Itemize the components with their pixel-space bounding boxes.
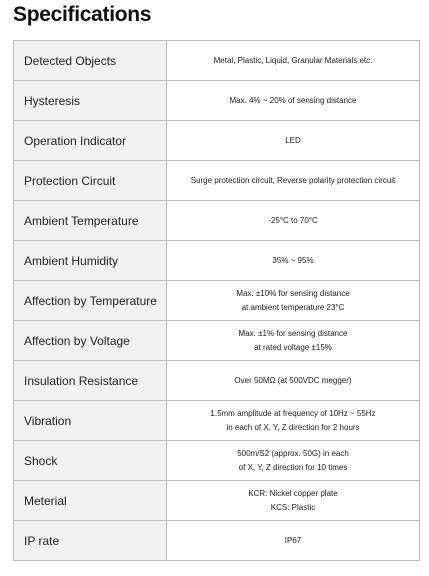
spec-label: IP rate bbox=[13, 520, 167, 561]
spec-row: Ambient Humidity 35% ~ 95% bbox=[13, 240, 420, 281]
spec-value: Over 50MΩ (at 500VDC megger) bbox=[166, 360, 420, 401]
value-line: in each of X, Y, Z direction for 2 hours bbox=[226, 422, 360, 432]
spec-value: 500m/S2 (approx. 50G) in each of X, Y, Z … bbox=[166, 440, 420, 481]
spec-row: Shock 500m/S2 (approx. 50G) in each of X, … bbox=[13, 440, 420, 481]
spec-value: Max. ±10% for sensing distance at ambient… bbox=[166, 280, 420, 321]
spec-row: IP rate IP67 bbox=[13, 520, 420, 561]
spec-row: Protection Circuit Surge protection circu… bbox=[13, 160, 420, 201]
spec-label: Ambient Temperature bbox=[13, 200, 167, 241]
spec-row: Vibration 1.5mm amplitude at frequency of… bbox=[13, 400, 420, 441]
spec-value: -25°C to 70°C bbox=[166, 200, 420, 241]
spec-value: IP67 bbox=[166, 520, 420, 561]
spec-value: Surge protection circuit, Reverse polari… bbox=[166, 160, 420, 201]
table-body: Detected Objects Metal, Plastic, Liquid, … bbox=[13, 40, 420, 561]
spec-label: Detected Objects bbox=[13, 40, 167, 81]
value-line: KCR: Nickel copper plate bbox=[248, 488, 338, 498]
value-line: LED bbox=[285, 135, 301, 145]
spec-value: LED bbox=[166, 120, 420, 161]
spec-label: Affection by Voltage bbox=[13, 320, 167, 361]
spec-value: Metal, Plastic, Liquid, Granular Materia… bbox=[166, 40, 420, 81]
spec-table: Detected Objects Metal, Plastic, Liquid, … bbox=[13, 40, 420, 561]
spec-row: Affection by Voltage Max. ±1% for sensing… bbox=[13, 320, 420, 361]
spec-value: KCR: Nickel copper plate KCS: Plastic bbox=[166, 480, 420, 521]
value-line: Max. 4% ~ 20% of sensing distance bbox=[229, 95, 357, 105]
spec-row: Meterial KCR: Nickel copper plate KCS: Pla… bbox=[13, 480, 420, 521]
value-line: KCS: Plastic bbox=[270, 502, 316, 512]
spec-label: Ambient Humidity bbox=[13, 240, 167, 281]
spec-label: Protection Circuit bbox=[13, 160, 167, 201]
value-line: 35% ~ 95% bbox=[272, 255, 314, 265]
value-line: of X, Y, Z direction for 10 times bbox=[238, 462, 348, 472]
value-line: -25°C to 70°C bbox=[268, 215, 318, 225]
spec-row: Insulation Resistance Over 50MΩ (at 500VD… bbox=[13, 360, 420, 401]
spec-label: Affection by Temperature bbox=[13, 280, 167, 321]
spec-value: Max. 4% ~ 20% of sensing distance bbox=[166, 80, 420, 121]
spec-label: Vibration bbox=[13, 400, 167, 441]
spec-label: Operation Indicator bbox=[13, 120, 167, 161]
spec-label: Insulation Resistance bbox=[13, 360, 167, 401]
spec-label: Shock bbox=[13, 440, 167, 481]
spec-label: Meterial bbox=[13, 480, 167, 521]
value-line: Surge protection circuit, Reverse polari… bbox=[190, 175, 396, 185]
spec-value: Max. ±1% for sensing distance at rated vo… bbox=[166, 320, 420, 361]
value-line: Metal, Plastic, Liquid, Granular Materia… bbox=[213, 55, 373, 65]
spec-value: 35% ~ 95% bbox=[166, 240, 420, 281]
spec-row: Ambient Temperature -25°C to 70°C bbox=[13, 200, 420, 241]
spec-row: Detected Objects Metal, Plastic, Liquid, … bbox=[13, 40, 420, 81]
value-line: Max. ±1% for sensing distance bbox=[238, 328, 348, 338]
spec-row: Hysteresis Max. 4% ~ 20% of sensing dista… bbox=[13, 80, 420, 121]
spec-row: Affection by Temperature Max. ±10% for se… bbox=[13, 280, 420, 321]
spec-label: Hysteresis bbox=[13, 80, 167, 121]
page-title: Specifications bbox=[13, 3, 152, 26]
value-line: Max. ±10% for sensing distance bbox=[236, 288, 350, 298]
spec-row: Operation Indicator LED bbox=[13, 120, 420, 161]
value-line: 1.5mm amplitude at frequency of 10Hz ~ 5… bbox=[210, 408, 376, 418]
value-line: at ambient temperature 23°C bbox=[241, 302, 345, 312]
value-line: IP67 bbox=[284, 535, 302, 545]
value-line: at rated voltage ±15% bbox=[254, 342, 332, 352]
value-line: 500m/S2 (approx. 50G) in each bbox=[237, 448, 349, 458]
spec-value: 1.5mm amplitude at frequency of 10Hz ~ 5… bbox=[166, 400, 420, 441]
value-line: Over 50MΩ (at 500VDC megger) bbox=[234, 375, 352, 385]
